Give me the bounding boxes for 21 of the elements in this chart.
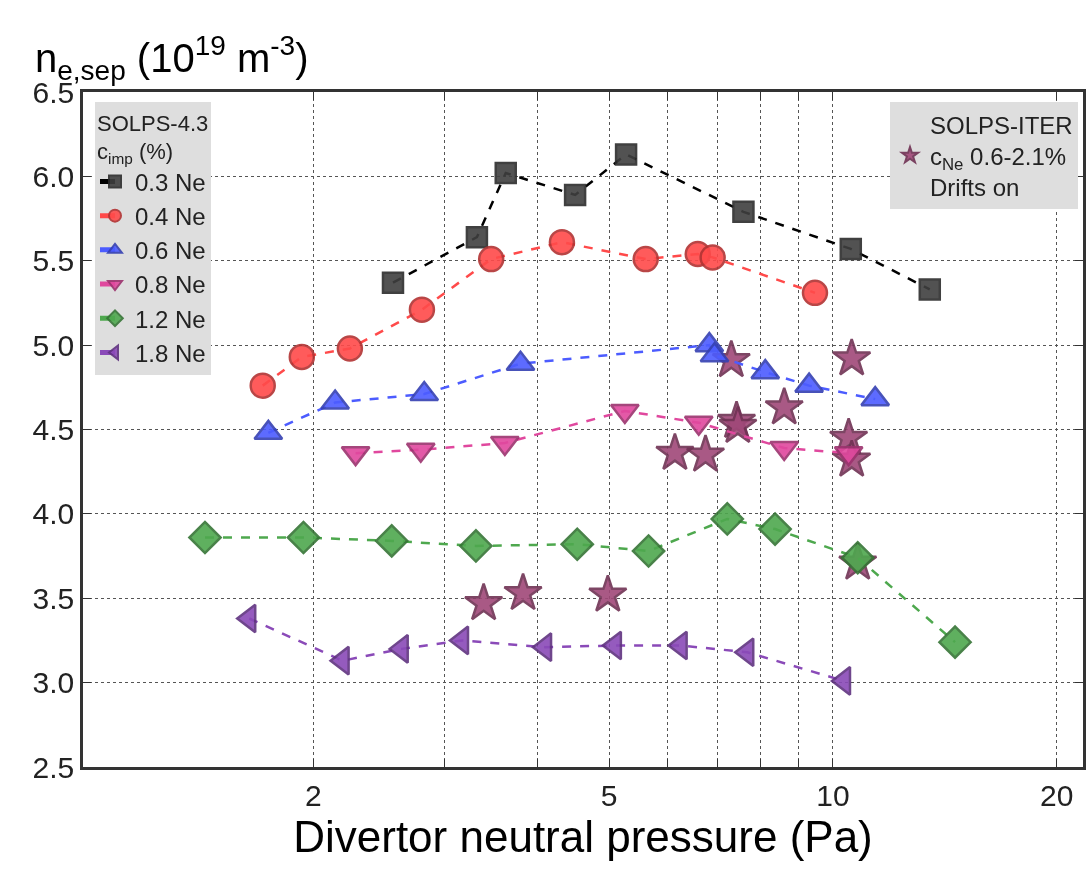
y-tick-label: 2.5 (32, 750, 75, 784)
legend-label: 1.2 Ne (135, 305, 206, 333)
y-tick-label: 4.5 (32, 413, 75, 446)
x-tick-label: 10 (816, 778, 850, 812)
legend-label: 0.8 Ne (135, 271, 206, 299)
y-tick-label: 3.5 (32, 581, 75, 615)
y-tick-label: 5.0 (32, 328, 75, 362)
legend-label: 0.6 Ne (135, 237, 206, 265)
y-tick-label: 3.0 (32, 666, 75, 700)
x-tick-label: 5 (600, 778, 618, 812)
x-tick-label: 2 (304, 778, 322, 812)
y-tick-label: 4.0 (32, 497, 75, 531)
legend-label: 0.3 Ne (135, 168, 206, 196)
x-tick-label: 20 (1039, 778, 1074, 812)
x-axis-title: Divertor neutral pressure (Pa) (293, 811, 873, 861)
legend-label: 0.4 Ne (135, 202, 206, 230)
legend-title: SOLPS-4.3 c$_{imp}$ (%) (97, 110, 209, 167)
legend-label: SOLPS-ITER c$_{Ne}$ 0.6-2.1% Drifts on (930, 111, 1073, 201)
y-tick-label: 6.0 (32, 159, 75, 193)
y-tick-label: 5.5 (32, 244, 75, 278)
legend-label: 1.8 Ne (135, 339, 206, 367)
